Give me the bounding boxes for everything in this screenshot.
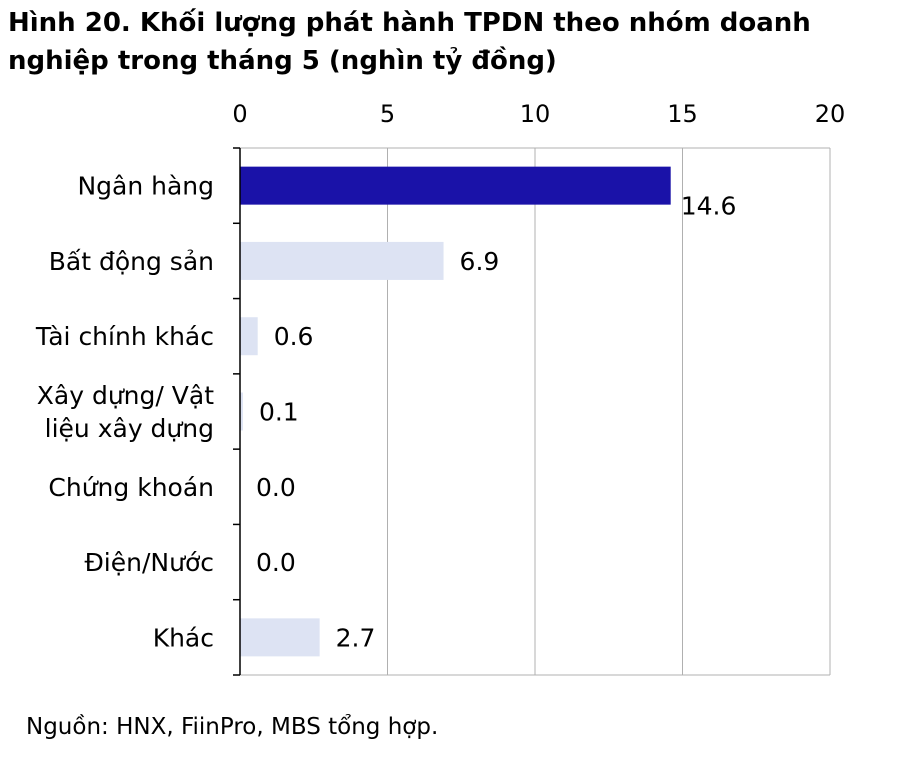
data-label: 0.1 xyxy=(259,398,299,427)
x-tick-label: 0 xyxy=(232,100,247,128)
bar xyxy=(240,241,444,280)
bar xyxy=(240,317,258,356)
x-tick-label: 20 xyxy=(815,100,846,128)
category-label: Ngân hàng xyxy=(77,172,214,201)
source-note: Nguồn: HNX, FiinPro, MBS tổng hợp. xyxy=(26,714,439,740)
category-label: Xây dựng/ Vật xyxy=(37,381,214,410)
chart-title: Hình 20. Khối lượng phát hành TPDN theo … xyxy=(8,4,888,80)
data-label: 14.6 xyxy=(681,192,737,221)
category-label: Tài chính khác xyxy=(35,322,214,351)
data-label: 2.7 xyxy=(336,623,376,652)
category-label: liệu xây dựng xyxy=(45,414,214,443)
data-label: 0.0 xyxy=(256,473,296,502)
chart-title-line-1: Hình 20. Khối lượng phát hành TPDN theo … xyxy=(8,8,811,38)
data-label: 6.9 xyxy=(460,247,500,276)
chart-title-line-2: nghiệp trong tháng 5 (nghìn tỷ đồng) xyxy=(8,46,557,76)
bar-chart: 0 5 10 15 20 14.6 Ngân hàng 6.9 Bất động sản 0.6 T… xyxy=(35,100,846,676)
data-label: 0.0 xyxy=(256,548,296,577)
data-label: 0.6 xyxy=(274,322,314,351)
bar xyxy=(240,392,243,431)
category-label: Điện/Nước xyxy=(84,548,214,577)
x-tick-label: 15 xyxy=(667,100,698,128)
bar xyxy=(240,618,320,657)
x-tick-label: 10 xyxy=(520,100,551,128)
bar xyxy=(240,166,671,205)
category-label: Khác xyxy=(153,623,214,652)
category-label: Bất động sản xyxy=(49,247,214,276)
category-label: Chứng khoán xyxy=(48,473,214,502)
x-tick-label: 5 xyxy=(380,100,395,128)
